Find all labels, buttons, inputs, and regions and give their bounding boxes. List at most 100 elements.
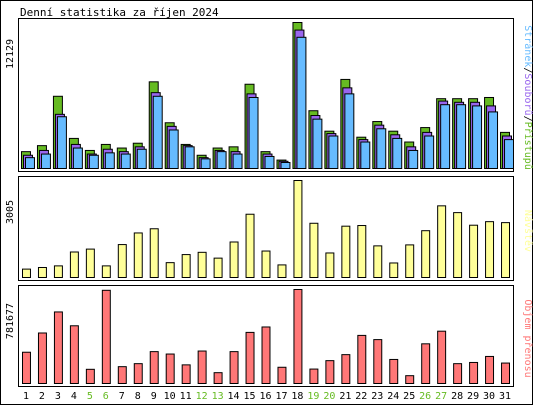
bar-návštěv-4: [69, 251, 79, 278]
day-label-19: 19: [307, 391, 319, 402]
bar-stránek-17: [280, 161, 291, 170]
day-label-8: 8: [135, 391, 141, 402]
bar-stránek-6: [104, 152, 115, 169]
bar-objem-přenosu-11: [181, 364, 191, 385]
bar-návštěv-8: [133, 232, 143, 278]
bar-objem-přenosu-26: [421, 343, 431, 385]
bar-stránek-18: [296, 36, 307, 170]
day-label-2: 2: [39, 391, 45, 402]
bar-objem-přenosu-20: [325, 360, 335, 385]
bar-návštěv-11: [181, 254, 191, 278]
bar-objem-přenosu-10: [165, 353, 175, 384]
legend-1: Stránek/Souborů/Přístupů: [522, 25, 533, 170]
bar-stránek-20: [328, 135, 339, 169]
day-label-20: 20: [323, 391, 335, 402]
bar-stránek-23: [376, 128, 387, 169]
day-label-9: 9: [151, 391, 157, 402]
bar-objem-přenosu-6: [101, 289, 111, 385]
bar-návštěv-1: [22, 268, 31, 279]
legend-part: Stránek: [522, 25, 533, 67]
bar-návštěv-20: [325, 252, 335, 279]
day-label-7: 7: [119, 391, 125, 402]
day-label-29: 29: [467, 391, 479, 402]
bar-návštěv-16: [261, 250, 271, 278]
bar-objem-přenosu-23: [373, 339, 383, 384]
bar-objem-přenosu-5: [85, 368, 95, 385]
bar-objem-přenosu-19: [309, 368, 319, 385]
bar-stránek-30: [488, 111, 499, 169]
bar-objem-přenosu-17: [277, 366, 287, 385]
bar-stránek-7: [120, 153, 131, 170]
bar-návštěv-5: [85, 248, 95, 278]
day-label-17: 17: [275, 391, 287, 402]
day-label-13: 13: [212, 391, 224, 402]
bar-stránek-3: [56, 116, 67, 169]
chart-title: Denní statistika za říjen 2024: [20, 6, 219, 19]
y-max-label-3: 781677: [5, 303, 16, 339]
day-label-4: 4: [71, 391, 77, 402]
bar-stránek-11: [184, 146, 195, 169]
legend-part: Přístupů: [522, 122, 533, 170]
bar-stránek-5: [88, 154, 99, 169]
bar-návštěv-14: [229, 241, 239, 278]
bar-stránek-13: [216, 151, 227, 169]
day-label-23: 23: [371, 391, 383, 402]
bar-návštěv-25: [405, 244, 415, 279]
day-label-16: 16: [259, 391, 271, 402]
bar-objem-přenosu-30: [485, 355, 495, 384]
bar-stránek-1: [25, 157, 35, 169]
bar-objem-přenosu-28: [453, 363, 463, 385]
bar-návštěv-22: [357, 225, 367, 279]
bar-objem-přenosu-29: [469, 361, 479, 385]
bar-stránek-31: [504, 139, 514, 170]
bar-stránek-28: [456, 104, 467, 169]
day-label-18: 18: [291, 391, 303, 402]
bar-objem-přenosu-21: [341, 354, 351, 385]
bar-objem-přenosu-7: [117, 366, 127, 384]
bar-návštěv-6: [101, 265, 111, 278]
bar-návštěv-21: [341, 225, 351, 278]
bar-návštěv-15: [245, 213, 255, 279]
legend-part: /: [522, 116, 533, 122]
panel-frame-2: [18, 176, 514, 281]
bar-stránek-19: [312, 118, 323, 169]
bar-stránek-12: [200, 158, 211, 170]
bar-stránek-14: [232, 153, 243, 170]
bar-stránek-15: [248, 96, 259, 169]
bar-stránek-8: [136, 148, 147, 169]
day-label-3: 3: [55, 391, 61, 402]
legend-2: Návštěv: [522, 210, 533, 252]
bar-návštěv-26: [421, 230, 431, 278]
day-label-30: 30: [483, 391, 495, 402]
bar-stránek-4: [72, 147, 83, 170]
bar-stránek-25: [408, 149, 419, 170]
bar-stránek-22: [360, 141, 371, 170]
day-label-11: 11: [180, 391, 192, 402]
bar-návštěv-10: [165, 262, 175, 279]
bar-stránek-27: [440, 104, 451, 169]
panel-frame-3: [18, 285, 514, 387]
bar-návštěv-7: [117, 244, 127, 278]
bar-objem-přenosu-18: [293, 289, 303, 384]
day-label-5: 5: [87, 391, 93, 402]
bar-návštěv-17: [277, 264, 287, 278]
day-label-10: 10: [164, 391, 176, 402]
bar-objem-přenosu-13: [213, 372, 223, 385]
bar-návštěv-30: [485, 221, 495, 278]
bar-návštěv-18: [293, 180, 303, 278]
legend-3: Objem přenosu: [522, 299, 533, 377]
bar-objem-přenosu-24: [389, 358, 399, 385]
day-label-12: 12: [196, 391, 208, 402]
day-label-25: 25: [403, 391, 415, 402]
bar-návštěv-23: [373, 245, 383, 279]
bar-návštěv-12: [197, 251, 207, 278]
bar-objem-přenosu-25: [405, 375, 415, 384]
bar-návštěv-29: [469, 224, 479, 278]
bar-objem-přenosu-27: [437, 330, 447, 384]
bar-objem-přenosu-12: [197, 350, 207, 384]
day-label-15: 15: [244, 391, 256, 402]
bar-návštěv-9: [149, 228, 159, 278]
day-label-22: 22: [355, 391, 367, 402]
bar-návštěv-2: [37, 266, 47, 279]
bar-objem-přenosu-4: [69, 325, 79, 385]
